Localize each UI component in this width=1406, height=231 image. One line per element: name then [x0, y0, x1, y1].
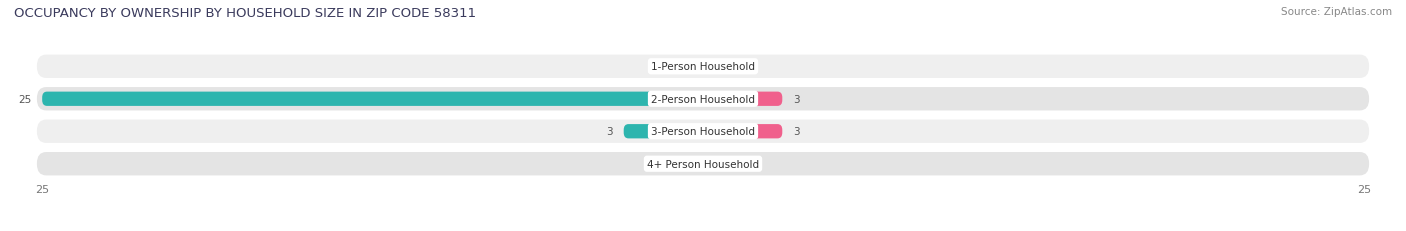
FancyBboxPatch shape — [703, 92, 782, 106]
Text: 25: 25 — [18, 94, 31, 104]
Text: 0: 0 — [751, 159, 756, 169]
FancyBboxPatch shape — [37, 88, 1369, 111]
FancyBboxPatch shape — [37, 55, 1369, 79]
FancyBboxPatch shape — [624, 125, 703, 139]
Text: 3: 3 — [793, 94, 800, 104]
Text: 4+ Person Household: 4+ Person Household — [647, 159, 759, 169]
Text: 3: 3 — [793, 127, 800, 137]
Text: 0: 0 — [650, 62, 655, 72]
Text: 2-Person Household: 2-Person Household — [651, 94, 755, 104]
FancyBboxPatch shape — [703, 125, 782, 139]
FancyBboxPatch shape — [664, 157, 703, 171]
Text: Source: ZipAtlas.com: Source: ZipAtlas.com — [1281, 7, 1392, 17]
Text: 0: 0 — [650, 159, 655, 169]
Text: OCCUPANCY BY OWNERSHIP BY HOUSEHOLD SIZE IN ZIP CODE 58311: OCCUPANCY BY OWNERSHIP BY HOUSEHOLD SIZE… — [14, 7, 477, 20]
Text: 1-Person Household: 1-Person Household — [651, 62, 755, 72]
FancyBboxPatch shape — [42, 92, 703, 106]
Text: 0: 0 — [751, 62, 756, 72]
Text: 3-Person Household: 3-Person Household — [651, 127, 755, 137]
FancyBboxPatch shape — [703, 60, 742, 74]
FancyBboxPatch shape — [37, 120, 1369, 143]
FancyBboxPatch shape — [703, 157, 742, 171]
Text: 3: 3 — [606, 127, 613, 137]
FancyBboxPatch shape — [664, 60, 703, 74]
FancyBboxPatch shape — [37, 152, 1369, 176]
